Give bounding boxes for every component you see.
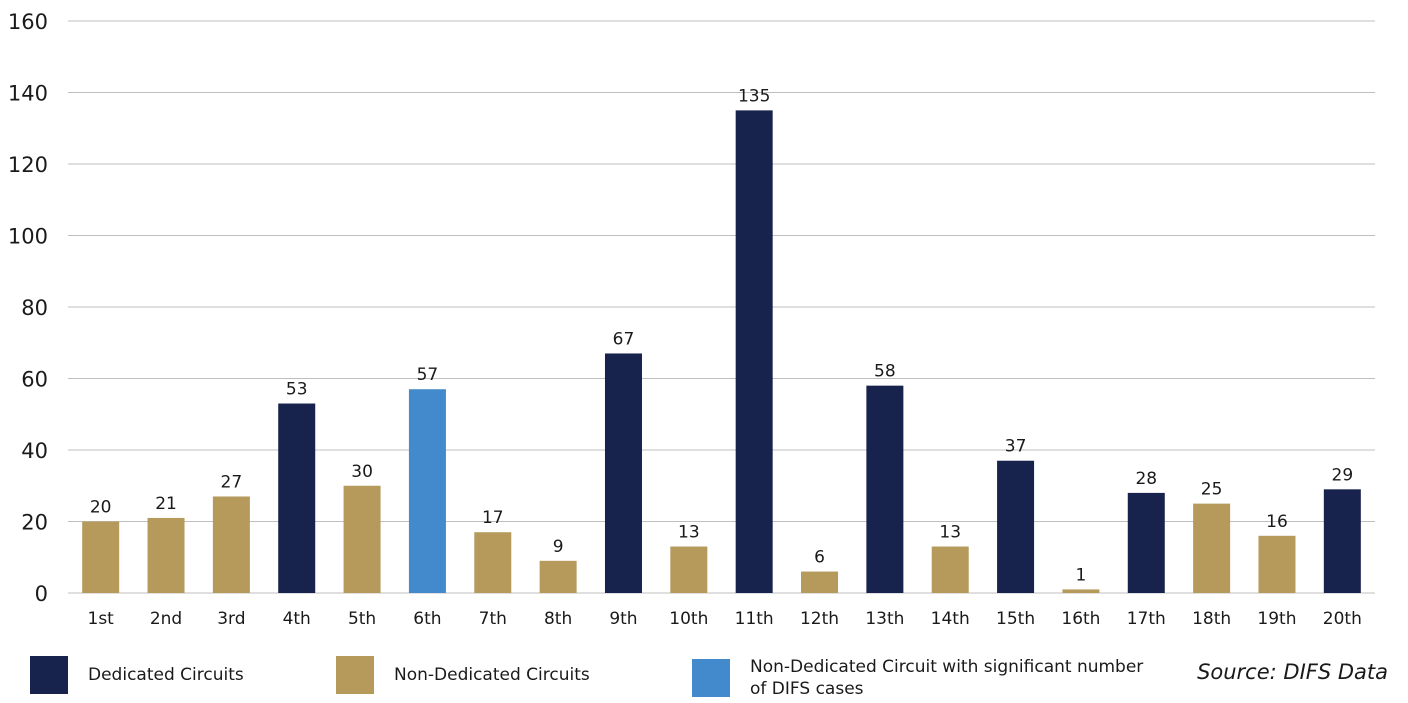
- category-label-19th: 19th: [1257, 609, 1296, 629]
- bar-13th: [866, 385, 904, 593]
- data-label-20th: 29: [1332, 465, 1354, 485]
- category-label-1st: 1st: [88, 609, 115, 629]
- bar-17th: [1127, 492, 1165, 593]
- data-label-2nd: 21: [155, 494, 177, 514]
- category-label-5th: 5th: [348, 609, 376, 629]
- bar-3rd: [212, 496, 250, 593]
- y-tick-label: 60: [21, 368, 48, 392]
- category-label-14th: 14th: [931, 609, 970, 629]
- data-label-15th: 37: [1005, 437, 1027, 457]
- bar-20th: [1323, 489, 1361, 593]
- legend-item-significant: Non-Dedicated Circuit with significant n…: [692, 656, 1150, 700]
- category-label-6th: 6th: [413, 609, 441, 629]
- data-label-12th: 6: [814, 548, 825, 568]
- bar-6th: [408, 389, 446, 593]
- bar-chart: 0 20 40 60 80 100 120 140 160 20 21 27 53 30 57 17 9 67 1…: [8, 10, 1375, 629]
- legend-item-non-dedicated: Non-Dedicated Circuits: [336, 656, 590, 694]
- bar-18th: [1193, 503, 1231, 593]
- y-tick-label: 120: [8, 153, 48, 177]
- data-labels: 20 21 27 53 30 57 17 9 67 13 135 6 58 13 37 1 28 25 16 29: [90, 86, 1353, 585]
- category-label-18th: 18th: [1192, 609, 1231, 629]
- bar-11th: [735, 110, 773, 593]
- category-label-11th: 11th: [735, 609, 774, 629]
- category-label-4th: 4th: [283, 609, 311, 629]
- data-label-16th: 1: [1076, 565, 1087, 585]
- data-label-7th: 17: [482, 508, 504, 528]
- y-tick-label: 100: [8, 225, 48, 249]
- category-label-15th: 15th: [996, 609, 1035, 629]
- data-label-18th: 25: [1201, 480, 1223, 500]
- category-label-2nd: 2nd: [150, 609, 182, 629]
- category-label-10th: 10th: [669, 609, 708, 629]
- source-note: Source: DIFS Data: [1197, 660, 1388, 684]
- data-label-10th: 13: [678, 523, 700, 543]
- y-tick-label: 40: [21, 439, 48, 463]
- y-tick-label: 140: [8, 82, 48, 106]
- category-label-16th: 16th: [1061, 609, 1100, 629]
- bar-1st: [82, 521, 120, 593]
- y-tick-label: 20: [21, 511, 48, 535]
- legend-swatch-dedicated: [30, 656, 68, 694]
- data-label-11th: 135: [738, 86, 770, 106]
- gridlines: [68, 20, 1375, 594]
- data-label-19th: 16: [1266, 512, 1288, 532]
- bar-15th: [997, 460, 1035, 593]
- bar-7th: [474, 532, 512, 593]
- legend-label-dedicated: Dedicated Circuits: [88, 665, 244, 685]
- bar-14th: [931, 546, 969, 593]
- bar-12th: [801, 571, 839, 593]
- data-label-14th: 13: [939, 523, 961, 543]
- y-tick-label: 0: [35, 582, 48, 606]
- bar-16th: [1062, 589, 1100, 593]
- category-label-8th: 8th: [544, 609, 572, 629]
- category-label-9th: 9th: [609, 609, 637, 629]
- category-label-12th: 12th: [800, 609, 839, 629]
- category-label-3rd: 3rd: [217, 609, 245, 629]
- legend-item-dedicated: Dedicated Circuits: [30, 656, 244, 694]
- bars: [82, 110, 1361, 593]
- data-label-5th: 30: [351, 462, 373, 482]
- category-label-7th: 7th: [479, 609, 507, 629]
- category-label-17th: 17th: [1127, 609, 1166, 629]
- bar-5th: [343, 485, 381, 593]
- data-label-8th: 9: [553, 537, 564, 557]
- legend: Dedicated Circuits Non-Dedicated Circuit…: [0, 652, 1408, 703]
- category-label-13th: 13th: [865, 609, 904, 629]
- bar-19th: [1258, 535, 1296, 593]
- data-label-17th: 28: [1135, 469, 1157, 489]
- bar-2nd: [147, 517, 185, 593]
- category-label-20th: 20th: [1323, 609, 1362, 629]
- legend-label-non-dedicated: Non-Dedicated Circuits: [394, 665, 590, 685]
- y-tick-label: 80: [21, 296, 48, 320]
- data-label-9th: 67: [613, 329, 635, 349]
- y-tick-label: 160: [8, 10, 48, 34]
- legend-swatch-significant: [692, 659, 730, 697]
- data-label-1st: 20: [90, 498, 112, 518]
- bar-4th: [278, 403, 316, 593]
- data-label-13th: 58: [874, 362, 896, 382]
- bar-9th: [604, 353, 642, 593]
- x-axis-categories: 1st 2nd 3rd 4th 5th 6th 7th 8th 9th 10th 11th 12th 1…: [88, 609, 1362, 629]
- bar-8th: [539, 560, 577, 593]
- data-label-4th: 53: [286, 380, 308, 400]
- y-axis-ticks: 0 20 40 60 80 100 120 140 160: [8, 10, 48, 606]
- legend-swatch-non-dedicated: [336, 656, 374, 694]
- bar-10th: [670, 546, 708, 593]
- data-label-3rd: 27: [221, 472, 243, 492]
- data-label-6th: 57: [417, 365, 439, 385]
- legend-label-significant: Non-Dedicated Circuit with significant n…: [750, 657, 1144, 699]
